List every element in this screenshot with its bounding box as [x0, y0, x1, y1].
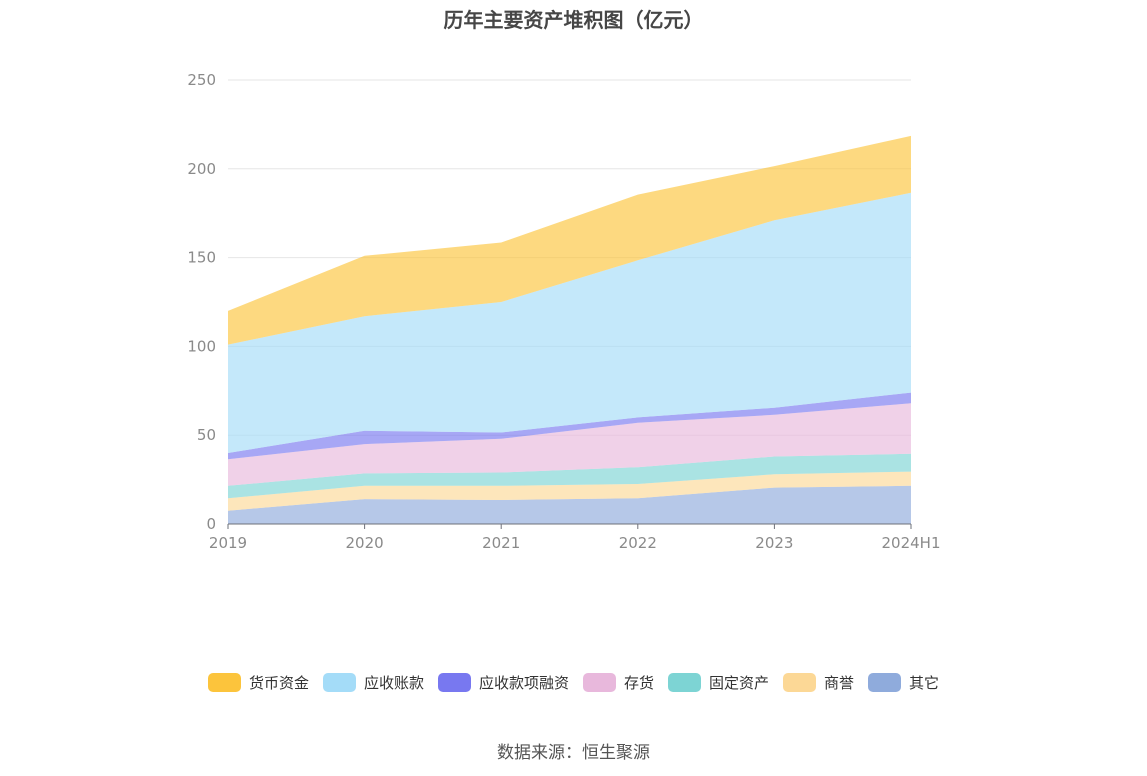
legend-label: 货币资金 — [248, 674, 309, 692]
area-series — [228, 453, 911, 499]
y-tick-label: 250 — [187, 71, 216, 89]
area-series — [228, 485, 911, 524]
legend-label: 存货 — [623, 674, 654, 692]
y-tick-label: 200 — [187, 160, 216, 178]
y-tick-label: 0 — [206, 515, 216, 533]
area-series — [228, 471, 911, 511]
x-tick-label: 2023 — [755, 534, 793, 552]
chart-title: 历年主要资产堆积图（亿元） — [443, 8, 704, 32]
legend-swatch — [783, 673, 817, 692]
area-layer — [228, 135, 911, 524]
legend-swatch — [322, 673, 356, 692]
source-note: 数据来源：恒生聚源 — [497, 743, 650, 763]
legend-label: 其它 — [909, 674, 940, 692]
y-tick-label: 50 — [197, 426, 216, 444]
legend-swatch — [868, 673, 902, 692]
y-tick-label: 150 — [187, 249, 216, 267]
legend-item[interactable]: 应收款项融资 — [437, 672, 569, 693]
legend-item[interactable]: 固定资产 — [668, 672, 769, 693]
legend-swatch — [207, 673, 241, 692]
area-series — [228, 135, 911, 345]
area-series — [228, 392, 911, 460]
stacked-area-chart: 0 50 100 150 200 250 2019 2020 2021 2022 2023 2024H… — [187, 71, 940, 552]
legend: 货币资金 应收账款 应收款项融资 存货 固定资产 商誉 其它 — [0, 672, 1147, 693]
area-series — [228, 403, 911, 486]
x-tick-label: 2020 — [346, 534, 384, 552]
legend-item[interactable]: 其它 — [868, 672, 939, 693]
x-tick-label: 2021 — [482, 534, 520, 552]
area-series — [228, 192, 911, 454]
x-tick-label: 2022 — [619, 534, 657, 552]
x-tick-label: 2019 — [209, 534, 247, 552]
legend-label: 商誉 — [824, 674, 855, 692]
legend-label: 固定资产 — [709, 674, 770, 692]
axis-layer: 0 50 100 150 200 250 2019 2020 2021 2022 2023 2024H… — [187, 71, 940, 552]
y-tick-label: 100 — [187, 337, 216, 355]
legend-item[interactable]: 货币资金 — [207, 672, 309, 693]
legend-swatch — [582, 673, 616, 692]
legend-swatch — [668, 673, 701, 692]
legend-item[interactable]: 商誉 — [783, 672, 854, 693]
legend-label: 应收款项融资 — [478, 674, 569, 692]
legend-item[interactable]: 存货 — [582, 672, 654, 693]
legend-swatch — [437, 673, 471, 692]
legend-item[interactable]: 应收账款 — [322, 672, 424, 693]
x-tick-label: 2024H1 — [882, 534, 941, 552]
legend-label: 应收账款 — [363, 674, 424, 692]
